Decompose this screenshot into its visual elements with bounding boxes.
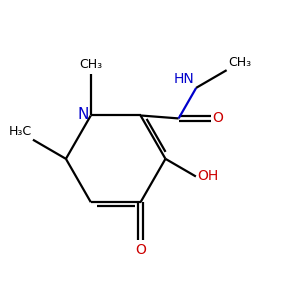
Text: O: O — [135, 243, 146, 257]
Text: CH₃: CH₃ — [79, 58, 102, 71]
Text: CH₃: CH₃ — [228, 56, 251, 69]
Text: OH: OH — [197, 169, 219, 184]
Text: O: O — [212, 111, 223, 125]
Text: HN: HN — [174, 72, 195, 86]
Text: N: N — [77, 106, 88, 122]
Text: H₃C: H₃C — [8, 125, 32, 138]
